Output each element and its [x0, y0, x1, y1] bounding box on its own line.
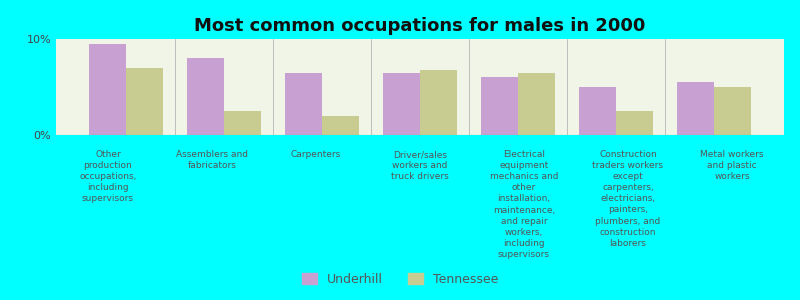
Bar	[714, 87, 751, 135]
Text: Metal workers
and plastic
workers: Metal workers and plastic workers	[700, 150, 764, 181]
Bar	[224, 111, 262, 135]
Legend: Underhill, Tennessee: Underhill, Tennessee	[297, 268, 503, 291]
Bar	[677, 82, 714, 135]
Bar	[126, 68, 163, 135]
Title: Most common occupations for males in 2000: Most common occupations for males in 200…	[194, 17, 646, 35]
Text: Electrical
equipment
mechanics and
other
installation,
maintenance,
and repair
w: Electrical equipment mechanics and other…	[490, 150, 558, 259]
Bar	[187, 58, 224, 135]
Text: Construction
traders workers
except
carpenters,
electricians,
painters,
plumbers: Construction traders workers except carp…	[593, 150, 663, 248]
Bar	[481, 77, 518, 135]
Bar	[420, 70, 458, 135]
Bar	[578, 87, 616, 135]
Bar	[518, 73, 555, 135]
Text: Driver/sales
workers and
truck drivers: Driver/sales workers and truck drivers	[391, 150, 449, 181]
Text: Carpenters: Carpenters	[291, 150, 341, 159]
Bar	[285, 73, 322, 135]
Text: Assemblers and
fabricators: Assemblers and fabricators	[176, 150, 248, 170]
Text: Other
production
occupations,
including
supervisors: Other production occupations, including …	[79, 150, 137, 203]
Bar	[322, 116, 359, 135]
Bar	[382, 73, 420, 135]
Bar	[616, 111, 653, 135]
Bar	[89, 44, 126, 135]
